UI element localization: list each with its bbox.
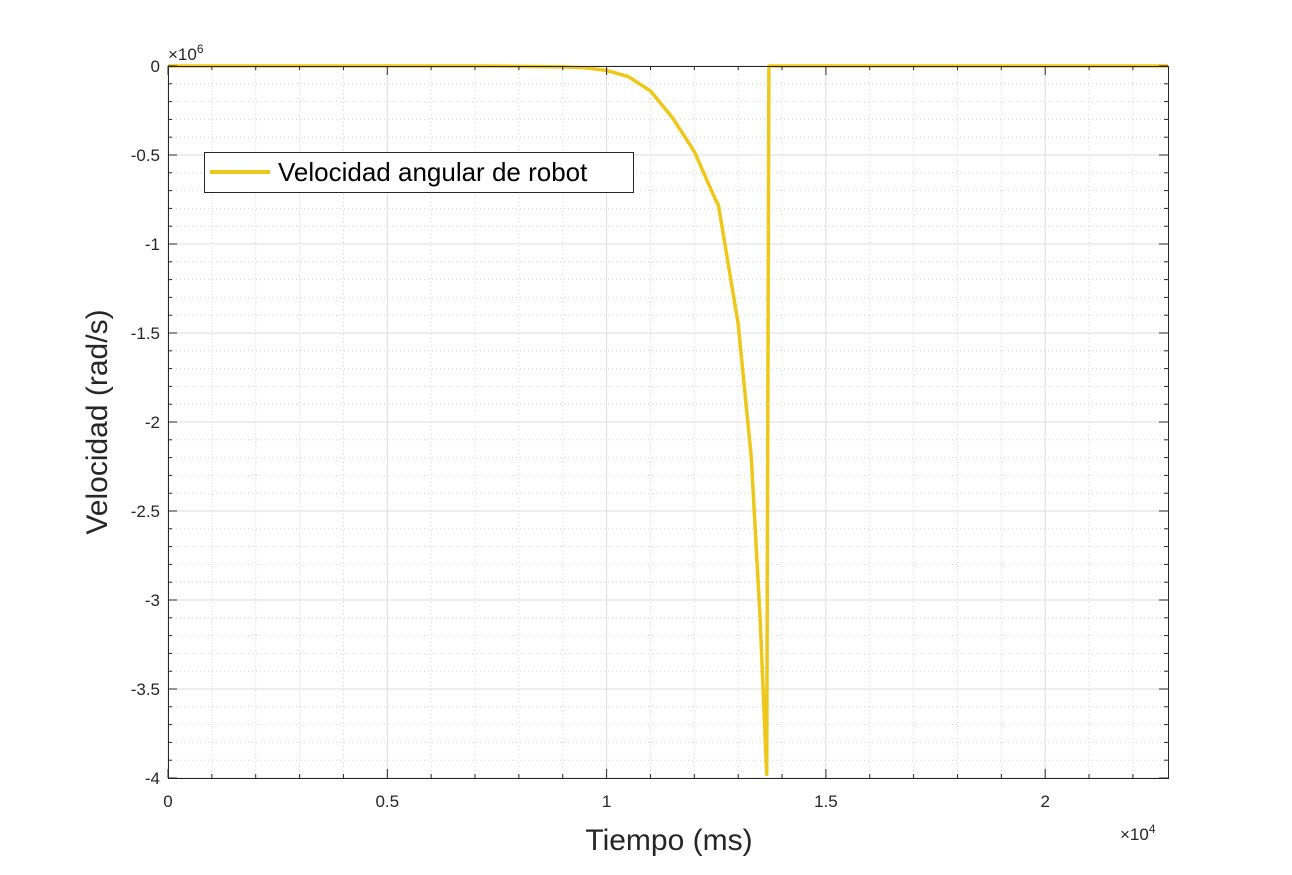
- y-tick-label: -4: [145, 769, 160, 788]
- y-tick-label: -0.5: [131, 146, 160, 165]
- x-tick-label: 0: [163, 792, 172, 811]
- x-axis-title: Tiempo (ms): [585, 824, 752, 857]
- y-tick-label: 0: [151, 57, 160, 76]
- y-tick-label: -2: [145, 413, 160, 432]
- y-tick-label: -1: [145, 235, 160, 254]
- x-tick-label: 2: [1040, 792, 1049, 811]
- y-exponent-power: 6: [197, 42, 204, 56]
- x-tick-label: 1: [602, 792, 611, 811]
- legend: Velocidad angular de robot: [204, 152, 634, 193]
- x-exponent-base: ×10: [1120, 825, 1149, 844]
- x-exponent-power: 4: [1149, 822, 1156, 836]
- y-tick-label: -2.5: [131, 502, 160, 521]
- series-line: [168, 64, 1168, 777]
- legend-box: [204, 152, 634, 193]
- series-layer: [168, 64, 1168, 777]
- x-tick-label: 1.5: [814, 792, 838, 811]
- legend-label: Velocidad angular de robot: [278, 157, 588, 187]
- y-axis-title: Velocidad (rad/s): [81, 309, 114, 534]
- x-axis-exponent: ×104: [1120, 822, 1156, 844]
- y-axis-exponent: ×106: [168, 42, 204, 64]
- y-exponent-base: ×10: [168, 45, 197, 64]
- tick-marks: [167, 65, 1168, 779]
- x-tick-label: 0.5: [375, 792, 399, 811]
- y-tick-labels: 0 -0.5 -1 -1.5 -2 -2.5 -3 -3.5 -4: [131, 57, 160, 788]
- y-tick-label: -3: [145, 591, 160, 610]
- y-tick-label: -1.5: [131, 324, 160, 343]
- x-tick-labels: 0 0.5 1 1.5 2: [163, 792, 1050, 811]
- y-tick-label: -3.5: [131, 680, 160, 699]
